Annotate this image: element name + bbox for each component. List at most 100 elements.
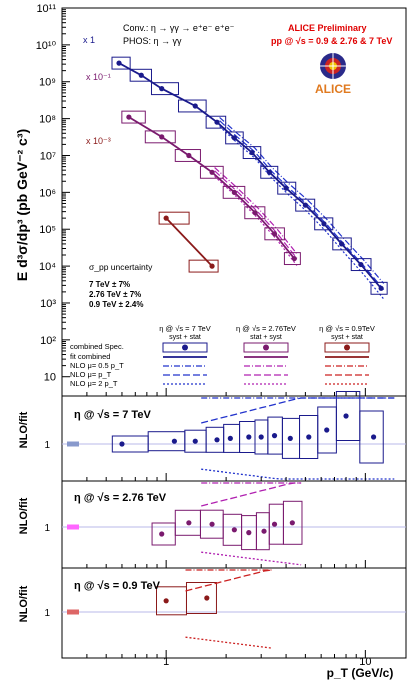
ratio-nlo-curve [185, 569, 273, 592]
ratio-nlo-curve [185, 636, 273, 649]
syst-box [242, 146, 262, 160]
scale-276: x 10⁻¹ [86, 72, 111, 82]
legend-box [243, 342, 289, 353]
y-tick-label: 10⁷ [40, 150, 56, 162]
syst-box [205, 115, 227, 129]
main-series [111, 56, 388, 300]
legend-box [324, 342, 370, 353]
data-point [192, 103, 198, 109]
fit-curve [118, 62, 382, 289]
syst-box [295, 198, 316, 212]
x-axis-label: p_T (GeV/c) [327, 666, 394, 680]
ratio-box [156, 586, 187, 616]
legend-box [162, 342, 208, 353]
nlo-curve [214, 167, 298, 255]
scale-7: x 1 [83, 35, 95, 45]
data-point [358, 261, 364, 268]
syst-box [260, 165, 279, 179]
alice-logo: ALICE [315, 53, 351, 96]
syst-box [150, 82, 179, 96]
legend-sub-7: syst + stat [169, 334, 201, 341]
data-point [138, 72, 144, 78]
fit-curve [165, 217, 213, 267]
data-point [252, 210, 258, 216]
ratio-title-7: η @ √s = 7 TeV [74, 409, 151, 421]
nlo-curve [219, 120, 385, 290]
ratio-point [306, 434, 312, 440]
ratio-point [163, 598, 169, 604]
ratio-nlo-curve [201, 397, 395, 424]
sigma-band [67, 524, 79, 530]
data-point [321, 221, 327, 227]
data-point [266, 169, 273, 175]
data-point [231, 189, 237, 195]
nlo-curve [219, 125, 385, 300]
ratio-point [186, 520, 192, 526]
x-tick-label: 1 [163, 656, 169, 668]
ratio-ylabel-09: NLO/fit [18, 585, 30, 622]
ratio-ylabel-7: NLO/fit [18, 411, 30, 448]
ratio-point [258, 434, 264, 440]
y-tick-label: 10¹⁰ [36, 40, 57, 52]
syst-box [111, 56, 131, 70]
ratio-point [209, 521, 215, 527]
ratio-point [227, 435, 233, 441]
data-point [339, 241, 345, 247]
syst-box [283, 252, 301, 266]
alice-logo-text: ALICE [315, 82, 351, 96]
data-point [209, 169, 215, 175]
header-phos: PHOS: η → γγ [123, 36, 182, 46]
syst-box [199, 165, 224, 179]
y-axis-label: E d³σ/dp³ (pb GeV⁻² c³) [14, 129, 30, 281]
syst-box [222, 185, 246, 199]
y-tick-label: 10⁶ [39, 187, 56, 199]
data-point [291, 255, 297, 262]
ratio-title-276: η @ √s = 2.76 TeV [74, 492, 167, 504]
y-tick-label: 10³ [40, 298, 56, 310]
ratio-point [204, 595, 210, 601]
sigma-band [67, 441, 79, 447]
data-point [126, 114, 132, 120]
ratio-one-276: 1 [44, 523, 50, 534]
legend-row-4: NLO μ= 2 p_T [70, 379, 118, 388]
legend-row-3: NLO μ= p_T [70, 370, 112, 379]
y-tick-label: 10¹¹ [36, 3, 56, 15]
ratio-point [231, 527, 237, 533]
ratio-point [261, 528, 267, 534]
syst-box [244, 206, 266, 220]
sigma-line-276: 2.76 TeV ± 7% [89, 290, 141, 299]
ratio-nlo-curve [201, 468, 395, 480]
syst-box [332, 237, 352, 251]
ratio-point [287, 435, 293, 441]
data-point [116, 60, 122, 66]
data-point [271, 231, 278, 237]
data-point [214, 119, 220, 125]
syst-box [158, 211, 190, 225]
ratio-point [370, 434, 377, 440]
nlo-curve [214, 170, 298, 259]
y-tick-label: 10⁵ [39, 224, 56, 236]
syst-box [277, 181, 297, 195]
scale-09: x 10⁻³ [86, 136, 111, 146]
data-point [249, 149, 255, 156]
legend-marker [344, 344, 350, 351]
ratio-one-7: 1 [44, 440, 50, 451]
syst-box [188, 259, 219, 273]
legend-sub-276: stat + syst [250, 334, 282, 341]
data-point [209, 263, 215, 269]
y-tick-label: 10 [44, 372, 56, 384]
ratio-box [147, 431, 186, 452]
syst-box [370, 281, 388, 295]
data-point [302, 202, 308, 208]
sigma-title: σ_pp uncertainty [89, 262, 153, 272]
ratio-point [271, 521, 278, 527]
sigma-band [67, 609, 79, 615]
ratio-box [359, 410, 384, 464]
sigma-line-09: 0.9 TeV ± 2.4% [89, 300, 144, 309]
data-point [378, 285, 384, 291]
legend-swatches [162, 342, 370, 385]
legend-sub-09: syst + stat [331, 334, 363, 341]
legend-row-1: fit combined [70, 352, 110, 361]
ratio-point [246, 434, 252, 440]
data-point [163, 215, 169, 221]
